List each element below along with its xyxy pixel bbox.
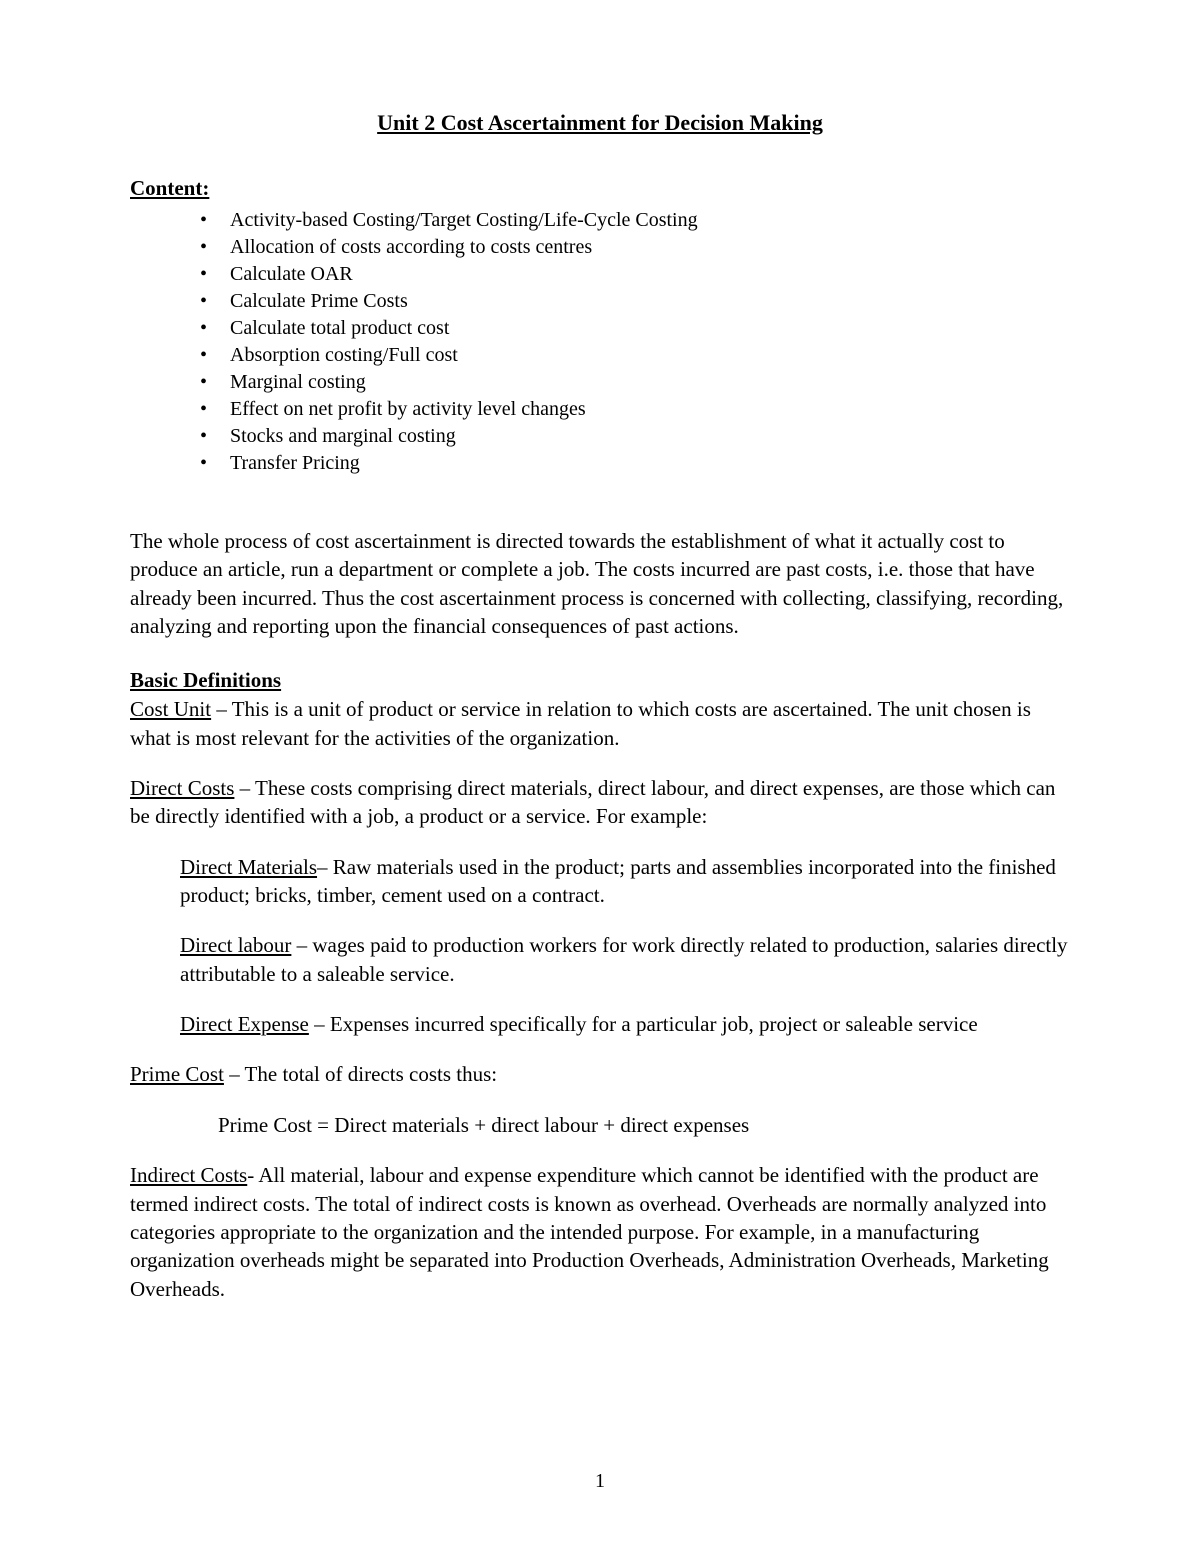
document-page: Unit 2 Cost Ascertainment for Decision M… [0,0,1200,1385]
definition-term: Prime Cost [130,1062,224,1086]
definition-text: – This is a unit of product or service i… [130,697,1031,749]
direct-costs-definition: Direct Costs – These costs comprising di… [130,774,1070,831]
indirect-costs-definition: Indirect Costs- All material, labour and… [130,1161,1070,1303]
content-bullet-list: Activity-based Costing/Target Costing/Li… [130,207,1070,477]
definition-text: – These costs comprising direct material… [130,776,1055,828]
definition-term: Direct Costs [130,776,234,800]
basic-definitions-heading: Basic Definitions [130,668,1070,693]
definition-term: Direct Expense [180,1012,309,1036]
list-item: Absorption costing/Full cost [200,342,1070,369]
list-item: Transfer Pricing [200,450,1070,477]
prime-cost-definition: Prime Cost – The total of directs costs … [130,1060,1070,1088]
cost-unit-definition: Cost Unit – This is a unit of product or… [130,695,1070,752]
list-item: Effect on net profit by activity level c… [200,396,1070,423]
intro-paragraph: The whole process of cost ascertainment … [130,527,1070,640]
list-item: Stocks and marginal costing [200,423,1070,450]
direct-expense-definition: Direct Expense – Expenses incurred speci… [130,1010,1070,1038]
list-item: Marginal costing [200,369,1070,396]
definition-text: – wages paid to production workers for w… [180,933,1068,985]
prime-cost-formula: Prime Cost = Direct materials + direct l… [130,1111,1070,1139]
direct-labour-definition: Direct labour – wages paid to production… [130,931,1070,988]
list-item: Calculate Prime Costs [200,288,1070,315]
list-item: Activity-based Costing/Target Costing/Li… [200,207,1070,234]
definition-text: – Expenses incurred specifically for a p… [309,1012,978,1036]
definition-text: – The total of directs costs thus: [224,1062,497,1086]
list-item: Allocation of costs according to costs c… [200,234,1070,261]
page-title: Unit 2 Cost Ascertainment for Decision M… [130,110,1070,136]
list-item: Calculate total product cost [200,315,1070,342]
definition-term: Indirect Costs [130,1163,247,1187]
page-number: 1 [0,1470,1200,1493]
definition-term: Cost Unit [130,697,211,721]
list-item: Calculate OAR [200,261,1070,288]
definition-term: Direct Materials [180,855,317,879]
definition-term: Direct labour [180,933,291,957]
definition-text: - All material, labour and expense expen… [130,1163,1049,1300]
direct-materials-definition: Direct Materials– Raw materials used in … [130,853,1070,910]
content-heading: Content: [130,176,1070,201]
